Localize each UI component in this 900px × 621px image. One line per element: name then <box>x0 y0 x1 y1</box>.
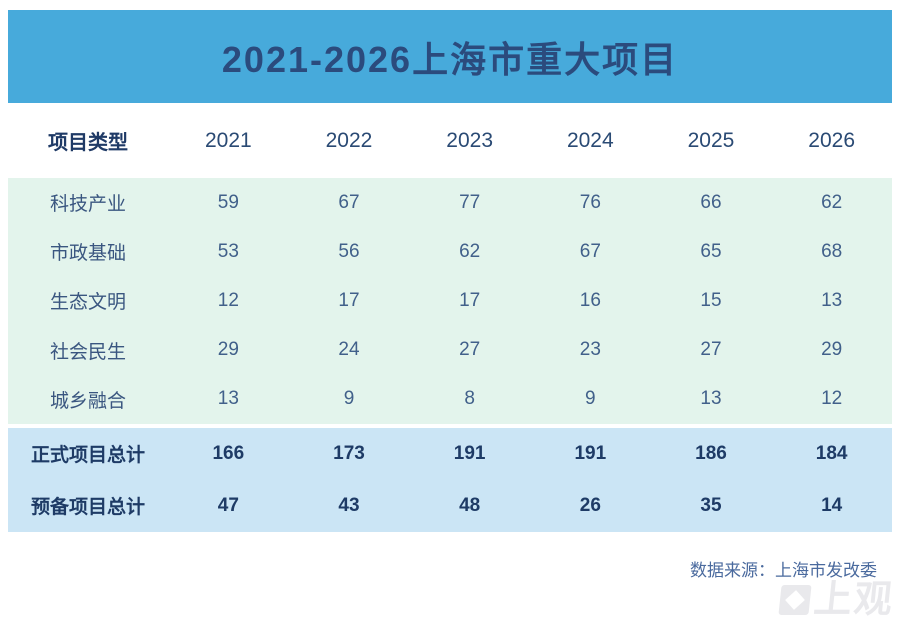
cell-value: 8 <box>464 388 475 410</box>
cell-value: 9 <box>343 388 355 410</box>
column-header-2025: 2025 <box>687 128 735 152</box>
cell-value: 66 <box>700 191 722 213</box>
cell-value: 16 <box>579 289 601 311</box>
row-label: 社会民生 <box>49 341 126 363</box>
row-label: 城乡融合 <box>49 390 126 412</box>
cell-value: 59 <box>217 191 239 213</box>
cell-value: 47 <box>217 494 239 516</box>
table-row-official-total: 正式项目总计 166 173 191 191 186 184 <box>8 428 892 480</box>
table-row-urban-rural: 城乡融合 13 9 8 9 13 12 <box>8 375 892 424</box>
cell-value: 68 <box>821 240 843 262</box>
cell-value: 53 <box>217 240 239 262</box>
table-row-tech: 科技产业 59 67 77 76 66 62 <box>8 178 892 227</box>
cell-value: 67 <box>338 191 360 213</box>
table-body: 科技产业 59 67 77 76 66 62 市政基础 53 56 62 67 … <box>8 178 892 424</box>
shangguan-watermark: 上观 <box>778 579 897 621</box>
row-label: 科技产业 <box>49 194 126 216</box>
table-totals: 正式项目总计 166 173 191 191 186 184 预备项目总计 47… <box>8 427 892 532</box>
watermark-text: 上观 <box>811 579 897 621</box>
row-label: 预备项目总计 <box>30 497 145 519</box>
table-row-ecology: 生态文明 12 17 17 16 15 13 <box>8 276 892 325</box>
cell-value: 27 <box>700 339 722 361</box>
cell-value: 166 <box>212 442 245 464</box>
cell-value: 65 <box>700 240 722 262</box>
cell-value: 17 <box>338 289 360 311</box>
cell-value: 173 <box>333 442 365 464</box>
cell-value: 13 <box>700 388 722 410</box>
cell-value: 26 <box>579 494 601 516</box>
cell-value: 27 <box>459 339 481 361</box>
cell-value: 13 <box>821 289 843 311</box>
page-title: 2021-2026上海市重大项目 <box>221 38 679 80</box>
table-row-livelihood: 社会民生 29 24 27 23 27 29 <box>8 326 892 375</box>
column-header-2021: 2021 <box>204 128 252 152</box>
cell-value: 43 <box>338 494 360 516</box>
cell-value: 35 <box>700 494 722 516</box>
cell-value: 29 <box>217 339 239 361</box>
column-header-2026: 2026 <box>808 128 856 152</box>
cell-value: 76 <box>579 191 601 213</box>
cell-value: 67 <box>579 240 601 262</box>
table-row-municipal: 市政基础 53 56 62 67 65 68 <box>8 227 892 276</box>
cell-value: 12 <box>217 289 239 311</box>
cell-value: 77 <box>459 191 481 213</box>
cell-value: 184 <box>815 442 848 464</box>
row-label: 正式项目总计 <box>30 445 145 467</box>
cell-value: 29 <box>821 339 843 361</box>
cell-value: 48 <box>459 494 481 516</box>
cell-value: 24 <box>338 339 360 361</box>
row-label: 市政基础 <box>49 243 126 265</box>
column-header-2023: 2023 <box>446 128 494 152</box>
table-row-reserve-total: 预备项目总计 47 43 48 26 35 14 <box>8 480 892 532</box>
cell-value: 9 <box>585 388 596 410</box>
cell-value: 15 <box>700 289 722 311</box>
cell-value: 62 <box>821 191 843 213</box>
column-header-2022: 2022 <box>325 128 373 152</box>
cell-value: 17 <box>459 289 481 311</box>
cell-value: 12 <box>821 388 843 410</box>
column-header-2024: 2024 <box>566 128 614 152</box>
cell-value: 14 <box>821 494 843 516</box>
cell-value: 62 <box>459 240 481 262</box>
cell-value: 191 <box>574 442 607 464</box>
section-divider <box>8 423 892 428</box>
cell-value: 13 <box>217 388 239 410</box>
row-label: 生态文明 <box>49 292 126 314</box>
cell-value: 186 <box>695 442 727 464</box>
cell-value: 191 <box>453 442 486 464</box>
projects-table: 项目类型 2021 2022 2023 2024 2025 2026 科技产业 … <box>8 103 892 532</box>
data-source-note: 数据来源：上海市发改委 <box>690 561 877 580</box>
cell-value: 56 <box>338 240 360 262</box>
title-banner: 2021-2026上海市重大项目 <box>8 10 892 103</box>
cell-value: 23 <box>579 339 601 361</box>
column-header-type: 项目类型 <box>48 132 128 154</box>
table-header-row: 项目类型 2021 2022 2023 2024 2025 2026 <box>8 103 892 178</box>
